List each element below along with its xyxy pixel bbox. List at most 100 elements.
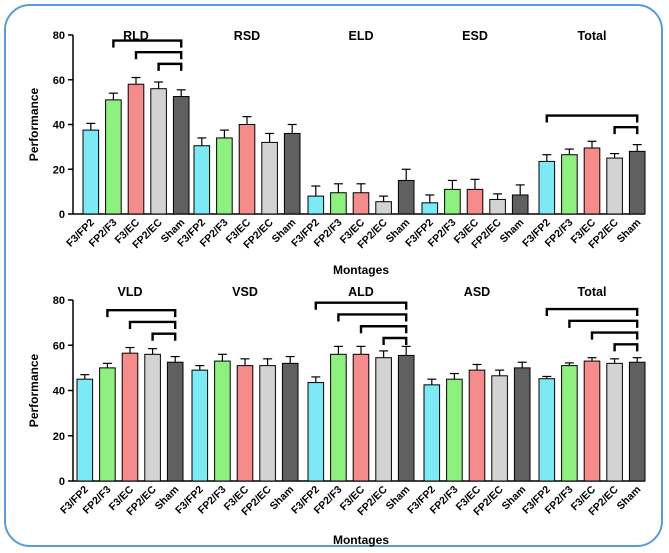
bar-total-sham bbox=[628, 361, 646, 482]
significance-bracket bbox=[314, 301, 408, 310]
significance-bracket bbox=[151, 332, 177, 341]
bar-rld-f3-fp2 bbox=[82, 129, 100, 215]
bar-vsd-sham bbox=[281, 362, 299, 482]
bar-esd-fp2-ec bbox=[489, 198, 506, 215]
bar-eld-sham bbox=[397, 179, 415, 215]
bar-ald-f3-fp2 bbox=[307, 382, 325, 482]
y-tick-label: 20 bbox=[53, 431, 65, 443]
bar-total-f3-fp2 bbox=[538, 160, 556, 215]
y-tick-label: 80 bbox=[53, 30, 65, 42]
group-title-vld: VLD bbox=[118, 285, 143, 299]
y-axis-title: Performance bbox=[27, 353, 41, 427]
bar-vld-fp2-ec bbox=[144, 353, 161, 482]
significance-bracket bbox=[568, 319, 639, 328]
group-title-ald: ALD bbox=[348, 285, 374, 299]
bar-total-f3-ec bbox=[583, 147, 601, 215]
bar-total-f3-ec bbox=[583, 360, 601, 482]
bar-esd-fp2-f3 bbox=[444, 188, 461, 215]
bar-esd-f3-fp2 bbox=[421, 202, 439, 215]
bar-total-fp2-ec bbox=[606, 157, 623, 215]
significance-bracket bbox=[157, 62, 183, 71]
bar-total-sham bbox=[628, 150, 646, 215]
y-tick-label: 80 bbox=[53, 295, 65, 307]
chart-panel-top: 0 20 40 60 80 Performance Montages F3/FP2FP2/F3… bbox=[27, 29, 646, 277]
y-tick-label: 60 bbox=[53, 340, 65, 352]
y-tick-label: 0 bbox=[59, 476, 65, 488]
bar-eld-fp2-ec bbox=[375, 201, 392, 215]
significance-bracket bbox=[337, 313, 408, 322]
bar-ald-fp2-ec bbox=[375, 357, 392, 482]
y-tick-label: 40 bbox=[53, 120, 65, 132]
significance-bracket bbox=[590, 331, 639, 340]
bar-vld-sham bbox=[166, 361, 184, 482]
bar-ald-f3-ec bbox=[352, 353, 370, 482]
significance-bracket bbox=[134, 51, 183, 60]
bar-rsd-sham bbox=[283, 132, 301, 215]
bar-rld-sham bbox=[172, 96, 190, 215]
bar-asd-f3-ec bbox=[468, 369, 486, 482]
bar-rsd-fp2-ec bbox=[261, 141, 278, 215]
x-axis-title: Montages bbox=[333, 533, 389, 547]
bar-rld-fp2-ec bbox=[150, 88, 167, 215]
bar-eld-f3-ec bbox=[352, 192, 370, 215]
bar-total-fp2-ec bbox=[606, 362, 623, 482]
x-tick-label-sham: Sham bbox=[615, 484, 644, 513]
bar-rsd-fp2-f3 bbox=[216, 137, 233, 215]
y-tick-label: 0 bbox=[59, 209, 65, 221]
bar-vld-fp2-f3 bbox=[99, 367, 116, 482]
bar-eld-fp2-f3 bbox=[330, 192, 347, 215]
bar-vsd-fp2-ec bbox=[259, 365, 276, 482]
group-title-asd: ASD bbox=[464, 285, 490, 299]
group-title-esd: ESD bbox=[462, 29, 488, 43]
group-title-total: Total bbox=[578, 285, 607, 299]
bar-rsd-f3-fp2 bbox=[193, 145, 211, 215]
y-axis-title: Performance bbox=[27, 87, 41, 161]
bar-asd-sham bbox=[513, 367, 531, 482]
group-title-total: Total bbox=[578, 29, 607, 43]
significance-bracket bbox=[106, 308, 177, 318]
bar-total-f3-fp2 bbox=[538, 378, 556, 482]
significance-bracket bbox=[382, 336, 408, 346]
significance-bracket bbox=[545, 114, 639, 123]
bar-rld-fp2-f3 bbox=[105, 99, 122, 215]
chart-panel-bottom: 0 20 40 60 80 Performance Montages F3/FP2FP2/F3… bbox=[27, 285, 646, 547]
y-tick-label: 20 bbox=[53, 164, 65, 176]
y-tick-label: 60 bbox=[53, 75, 65, 87]
y-tick-label: 40 bbox=[53, 386, 65, 398]
significance-bracket bbox=[128, 320, 177, 329]
group-title-rsd: RSD bbox=[234, 29, 260, 43]
significance-bracket bbox=[613, 343, 639, 352]
bar-esd-f3-ec bbox=[466, 188, 484, 215]
bar-asd-fp2-ec bbox=[491, 375, 508, 482]
group-title-rld: RLD bbox=[123, 29, 149, 43]
bar-eld-f3-fp2 bbox=[307, 195, 325, 215]
bar-rld-f3-ec bbox=[127, 83, 145, 215]
significance-bracket bbox=[545, 307, 639, 317]
x-tick-label-sham: Sham bbox=[615, 217, 644, 246]
figure-frame bbox=[4, 4, 663, 547]
bar-asd-fp2-f3 bbox=[446, 378, 463, 482]
bar-vsd-f3-ec bbox=[236, 365, 254, 482]
bar-total-fp2-f3 bbox=[561, 365, 578, 482]
significance-bracket bbox=[112, 39, 183, 48]
bar-ald-fp2-f3 bbox=[330, 353, 347, 482]
bar-vsd-f3-fp2 bbox=[191, 369, 209, 482]
bar-asd-f3-fp2 bbox=[423, 384, 441, 482]
bar-vld-f3-ec bbox=[121, 352, 139, 482]
bar-vld-f3-fp2 bbox=[76, 378, 94, 482]
group-title-eld: ELD bbox=[349, 29, 374, 43]
significance-bracket bbox=[359, 325, 408, 334]
bar-total-fp2-f3 bbox=[561, 154, 578, 215]
significance-bracket bbox=[613, 125, 639, 135]
